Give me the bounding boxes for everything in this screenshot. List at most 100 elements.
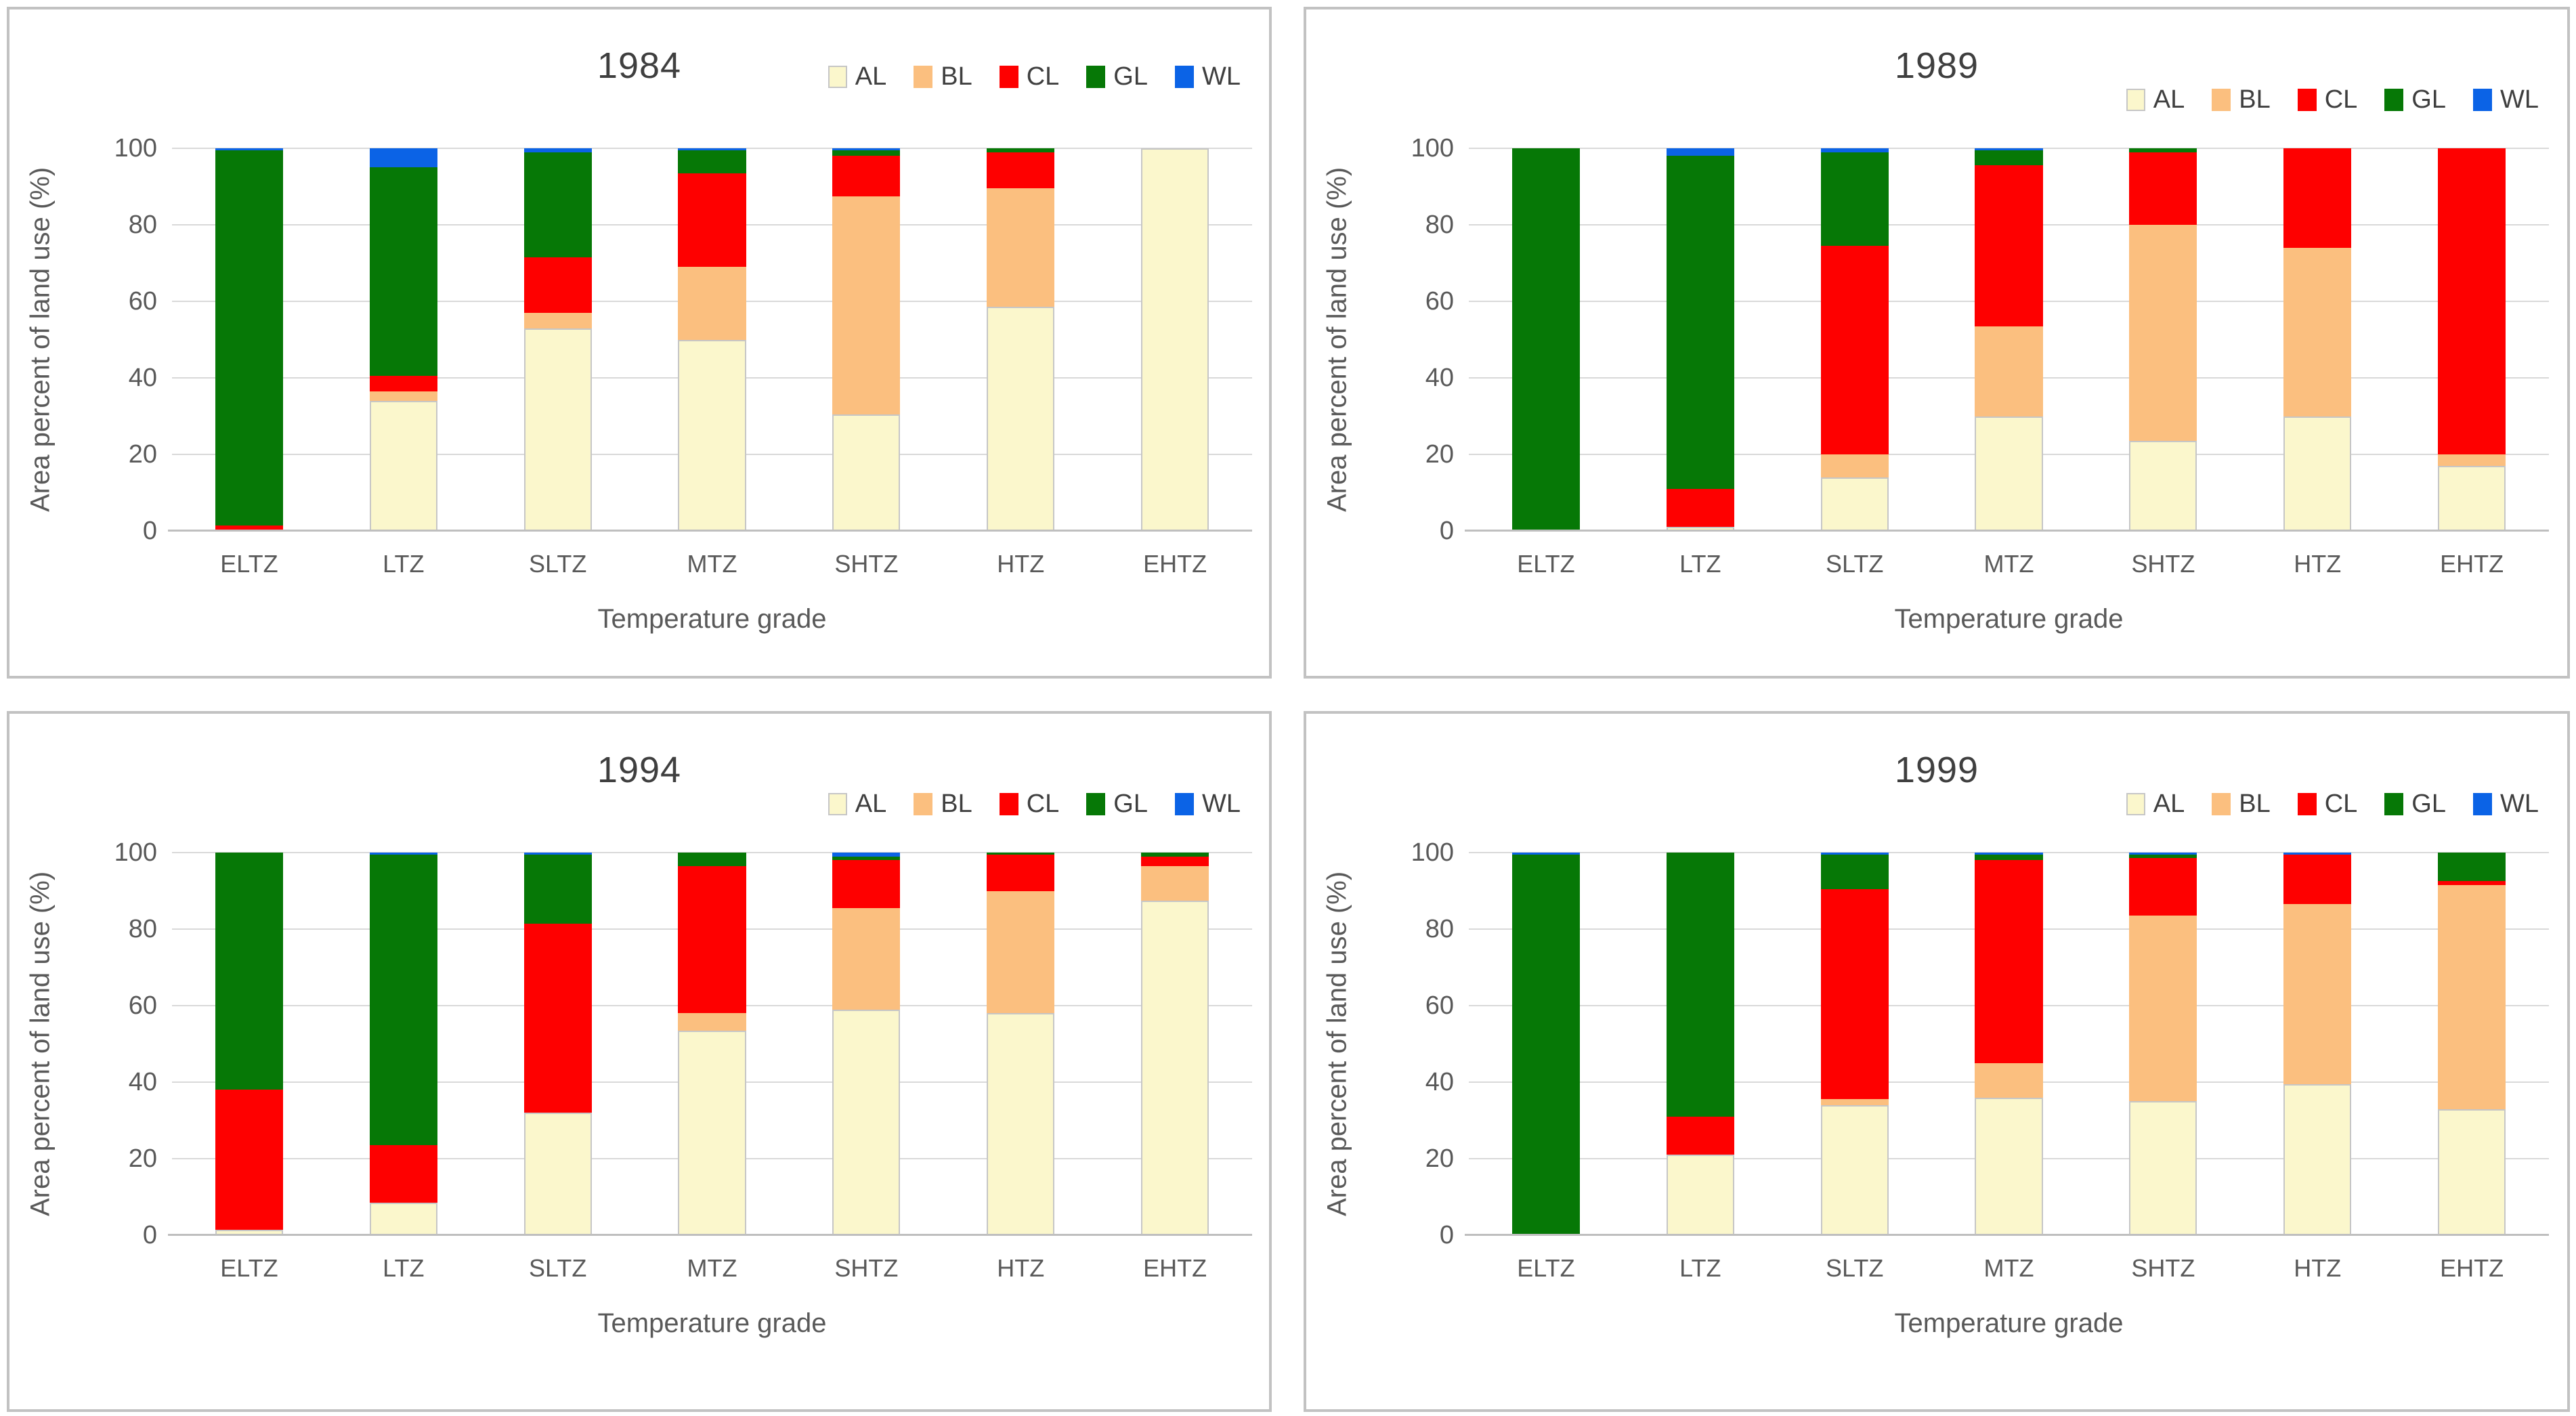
legend-swatch-wl-icon (1175, 66, 1194, 88)
bar-segment-cl (2129, 858, 2197, 916)
y-tick-label: 20 (1425, 1144, 1454, 1173)
bar-segment-cl (1666, 488, 1734, 528)
legend-label: WL (2500, 790, 2539, 818)
x-axis-line (168, 1234, 1252, 1236)
bar-segment-cl (1820, 888, 1889, 1100)
stacked-bar-eltz (1511, 853, 1581, 1235)
x-tick-label-ltz: LTZ (1679, 1254, 1721, 1282)
bar-segment-al (2283, 416, 2352, 531)
bar-segment-al (832, 414, 901, 531)
legend-swatch-bl-icon (914, 66, 933, 88)
bar-segment-al (369, 1202, 437, 1235)
gridline (1469, 852, 2549, 853)
legend-label: WL (2500, 85, 2539, 114)
bar-segment-cl (2283, 854, 2352, 905)
x-tick-label-sltz: SLTZ (528, 1254, 587, 1282)
x-tick-labels: ELTZ LTZ SLTZ MTZ SHTZ HTZ EHTZ (1469, 1254, 2549, 1283)
bar-column-shtz (2086, 148, 2240, 531)
stacked-bar-sltz (523, 853, 592, 1235)
legend-item-al: AL (828, 62, 886, 91)
y-tick-label: 60 (1425, 991, 1454, 1020)
stacked-bar-ehtz (1140, 148, 1209, 531)
x-tick-label-shtz: SHTZ (834, 1254, 899, 1282)
stacked-bar-shtz (2129, 148, 2197, 531)
bar-segment-cl (832, 860, 901, 908)
bar-segment-cl (1820, 246, 1889, 455)
legend-label: CL (2324, 85, 2358, 114)
bar-column-ehtz (2395, 148, 2549, 531)
bar-segment-bl (2283, 904, 2352, 1084)
x-tick-label-eltz: ELTZ (220, 550, 278, 578)
legend-swatch-al-icon (2126, 793, 2145, 815)
legend-item-wl: WL (1175, 790, 1241, 819)
x-axis-title: Temperature grade (597, 1308, 827, 1338)
bar-segment-bl (1820, 1099, 1889, 1105)
bar-segment-cl (523, 257, 592, 313)
bar-segment-cl (1975, 165, 2043, 326)
gridline (172, 852, 1252, 853)
bar-segment-wl (832, 853, 901, 857)
bar-segment-wl (832, 148, 901, 150)
bar-column-htz (2240, 148, 2395, 531)
x-tick-label-ltz: LTZ (383, 1254, 425, 1282)
legend-label: AL (2153, 790, 2185, 818)
stacked-bar-ehtz (1140, 853, 1209, 1235)
chart-panel-1984: 1984 AL BL CL GL WL Area percent of land use (… (7, 7, 1272, 679)
y-tick-label: 100 (1411, 838, 1454, 867)
legend-swatch-wl-icon (2473, 793, 2492, 815)
bar-segment-al (523, 328, 592, 531)
legend-label: WL (1202, 62, 1241, 91)
legend-swatch-wl-icon (2473, 89, 2492, 111)
y-tick-label: 0 (1439, 517, 1454, 545)
bar-segment-cl (2437, 148, 2506, 455)
x-axis-title: Temperature grade (1894, 1308, 2124, 1338)
bar-segment-gl (1666, 156, 1734, 489)
bar-segment-wl (1511, 853, 1581, 855)
y-tick-label: 40 (128, 364, 157, 392)
chart-panel-1994: 1994 AL BL CL GL WL Area percent of land use (… (7, 711, 1272, 1412)
bar-column-eltz (1469, 853, 1623, 1235)
x-axis-line (1465, 530, 2549, 532)
stacked-bar-ehtz (2437, 853, 2506, 1235)
stacked-bar-ltz (1666, 853, 1734, 1235)
x-tick-label-ehtz: EHTZ (2440, 550, 2504, 578)
bar-segment-al (1820, 477, 1889, 531)
bar-segment-cl (1140, 856, 1209, 866)
bar-column-ltz (1623, 853, 1778, 1235)
x-axis-line (1465, 1234, 2549, 1236)
bar-segment-wl (2129, 853, 2197, 855)
bar-segment-al (1140, 148, 1209, 531)
bar-segment-gl (523, 854, 592, 924)
x-tick-label-eltz: ELTZ (1517, 1254, 1575, 1282)
legend-item-gl: GL (2384, 85, 2446, 114)
bar-column-shtz (2086, 853, 2240, 1235)
legend-swatch-cl-icon (2297, 89, 2317, 111)
plot-area (1465, 852, 2549, 1236)
x-axis-line (168, 530, 1252, 532)
y-tick-label: 0 (142, 517, 157, 545)
bar-segment-cl (369, 1145, 437, 1203)
bar-segment-al (1820, 1104, 1889, 1235)
stacked-bar-shtz (2129, 853, 2197, 1235)
bar-segment-cl (2437, 881, 2506, 886)
bar-column-ehtz (2395, 853, 2549, 1235)
legend-item-wl: WL (2473, 85, 2539, 114)
plot-area (1465, 148, 2549, 532)
bars (1469, 853, 2549, 1235)
bar-segment-cl (832, 156, 901, 196)
bar-segment-cl (1975, 860, 2043, 1063)
legend-label: AL (2153, 85, 2185, 114)
bar-segment-al (1975, 416, 2043, 531)
bar-column-htz (2240, 853, 2395, 1235)
bar-column-ltz (1623, 148, 1778, 531)
y-axis-title: Area percent of land use (%) (1322, 871, 1352, 1217)
bar-segment-bl (1140, 865, 1209, 901)
bar-segment-cl (678, 865, 746, 1014)
bar-segment-al (2437, 1109, 2506, 1235)
y-tick-label: 0 (142, 1221, 157, 1249)
legend-label: BL (2239, 85, 2271, 114)
x-tick-labels: ELTZ LTZ SLTZ MTZ SHTZ HTZ EHTZ (172, 550, 1252, 578)
y-tick-label: 0 (1439, 1221, 1454, 1249)
bar-segment-al (1666, 1155, 1734, 1235)
bar-column-ehtz (1098, 853, 1252, 1235)
